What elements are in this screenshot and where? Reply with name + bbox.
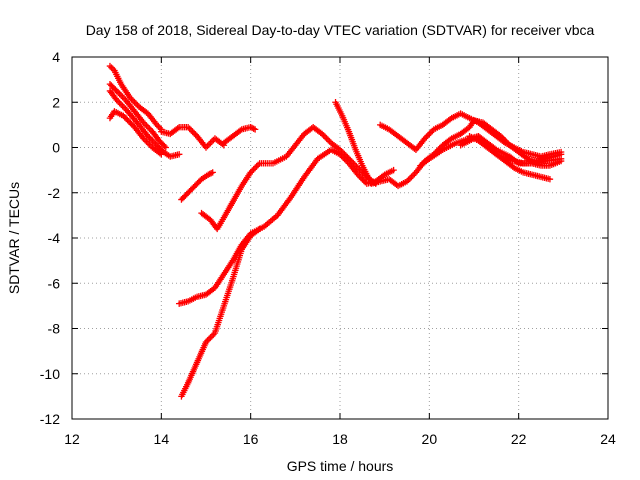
plus-marker [162, 144, 169, 151]
y-tick-label: 4 [52, 49, 60, 65]
data-points [106, 62, 565, 400]
x-tick-label: 22 [511, 431, 527, 447]
series-arc-5 [158, 123, 228, 151]
y-tick-label: -4 [48, 230, 61, 246]
series-arc-2 [106, 80, 169, 151]
plus-marker [125, 118, 133, 125]
plus-marker [390, 166, 397, 174]
plot-frame [71, 56, 609, 420]
plus-marker [127, 119, 134, 127]
series-arc-11 [332, 99, 373, 183]
series-arc-16 [466, 132, 565, 169]
y-tick-label: -8 [48, 321, 61, 337]
x-tick-label: 20 [422, 431, 438, 447]
x-tick-label: 12 [64, 431, 80, 447]
x-tick-label: 18 [332, 431, 348, 447]
plus-marker [251, 126, 259, 133]
series-arc-8 [198, 123, 379, 233]
plus-marker [120, 112, 127, 120]
plus-marker [112, 86, 119, 93]
plus-marker [209, 169, 216, 176]
plus-marker [176, 151, 183, 158]
series-arc-3 [106, 87, 183, 160]
plus-marker [158, 151, 165, 158]
plus-marker [256, 225, 263, 233]
x-tick-label: 16 [243, 431, 259, 447]
series-arc-6 [220, 123, 259, 147]
plus-marker [546, 175, 554, 183]
y-tick-label: -2 [48, 185, 61, 201]
x-tick-label: 14 [154, 431, 170, 447]
x-axis-label: GPS time / hours [287, 458, 394, 474]
plus-marker [161, 142, 168, 150]
y-tick-label: -6 [48, 275, 61, 291]
plus-marker [557, 157, 565, 165]
series-arc-10 [178, 225, 263, 400]
series-arc-7 [178, 169, 216, 203]
plus-marker [365, 175, 373, 183]
plus-marker [121, 114, 128, 121]
plus-marker [122, 115, 130, 122]
y-tick-label: -12 [40, 411, 60, 427]
plus-marker [124, 116, 131, 124]
x-tick-label: 24 [600, 431, 616, 447]
chart-title: Day 158 of 2018, Sidereal Day-to-day VTE… [86, 22, 595, 38]
plus-marker [128, 121, 135, 128]
y-tick-label: -10 [40, 366, 60, 382]
y-axis-label: SDTVAR / TECUs [6, 182, 22, 294]
y-tick-label: 0 [52, 140, 60, 156]
series-arc-4 [106, 108, 165, 158]
y-tick-label: 2 [52, 94, 60, 110]
axis-ticks [71, 56, 609, 420]
